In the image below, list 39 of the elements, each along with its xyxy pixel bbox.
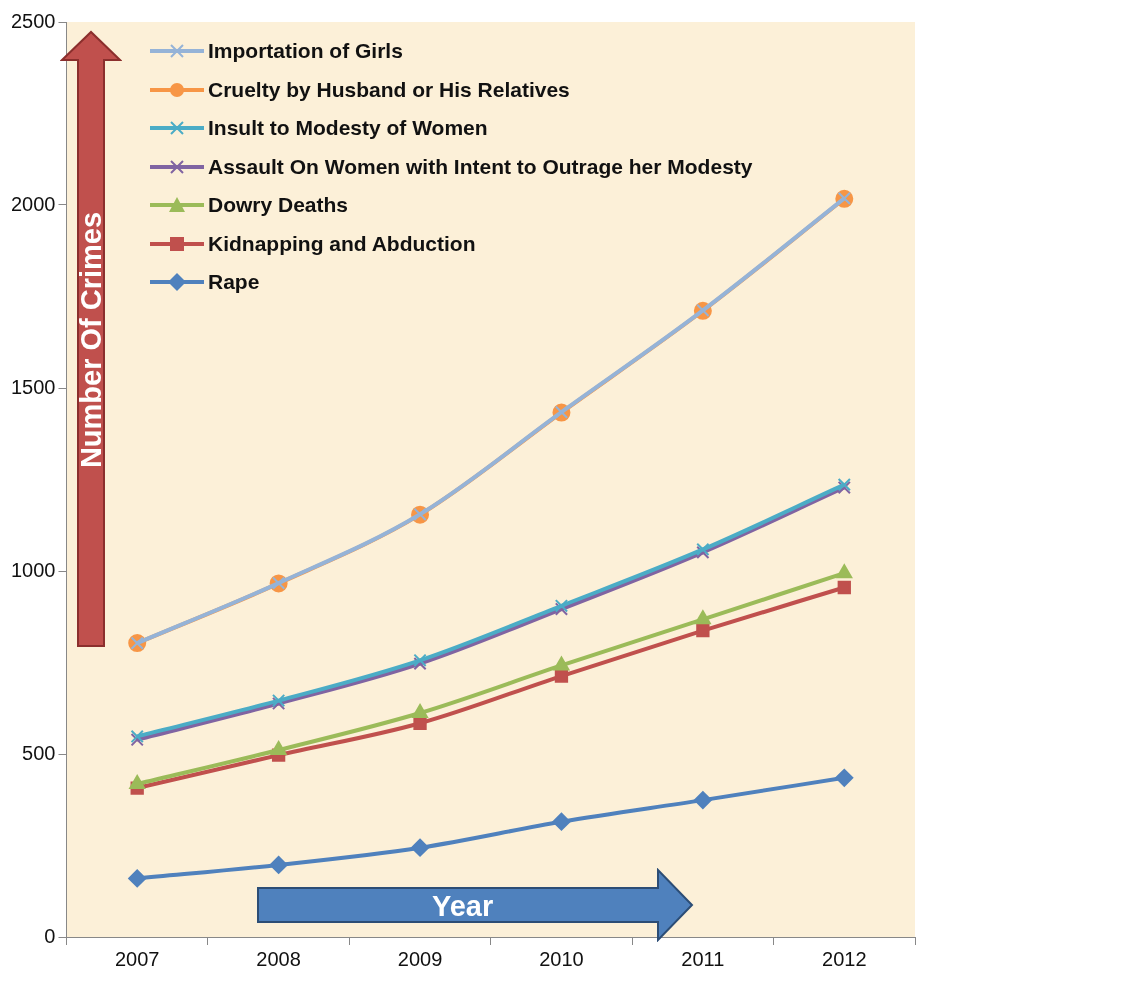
point <box>693 791 712 810</box>
y-tick-label: 2000 <box>10 192 56 215</box>
x-tick-label: 2007 <box>114 947 160 970</box>
point <box>836 564 853 579</box>
point <box>411 838 430 857</box>
point <box>128 869 147 888</box>
point <box>696 624 710 638</box>
y-tick-label: 0 <box>44 924 56 947</box>
legend-label: Dowry Deaths <box>208 193 349 218</box>
legend-label: Importation of Girls <box>208 39 403 64</box>
legend-label: Rape <box>208 270 260 295</box>
x-axis-title: Year <box>432 890 494 923</box>
point <box>552 812 571 831</box>
y-axis-title: Number Of Crimes <box>74 211 108 469</box>
y-tick-label: 1000 <box>10 558 56 581</box>
x-tick-label: 2009 <box>397 947 443 970</box>
point <box>413 653 427 667</box>
point <box>837 580 851 595</box>
x-tick-label: 2012 <box>822 947 867 970</box>
point <box>694 610 711 625</box>
point <box>413 716 427 730</box>
point <box>269 855 288 874</box>
y-tick-label: 2500 <box>10 9 56 32</box>
point <box>554 669 569 683</box>
y-tick-label: 1500 <box>10 375 56 398</box>
y-tick-label: 500 <box>22 741 56 764</box>
point <box>413 656 427 671</box>
legend-label: Cruelty by Husband or His Relatives <box>208 77 570 102</box>
point <box>412 704 428 719</box>
legend-label: Insult to Modesty of Women <box>208 116 488 141</box>
point <box>130 729 144 744</box>
x-tick-label: 2008 <box>256 947 301 970</box>
point <box>129 775 146 790</box>
x-tick-label: 2010 <box>539 947 584 970</box>
legend-label: Assault On Women with Intent to Outrage her Modesty <box>208 154 753 179</box>
point <box>835 768 854 787</box>
legend-label: Kidnapping and Abduction <box>208 231 476 256</box>
point <box>553 656 570 671</box>
x-tick-label: 2011 <box>681 947 725 970</box>
